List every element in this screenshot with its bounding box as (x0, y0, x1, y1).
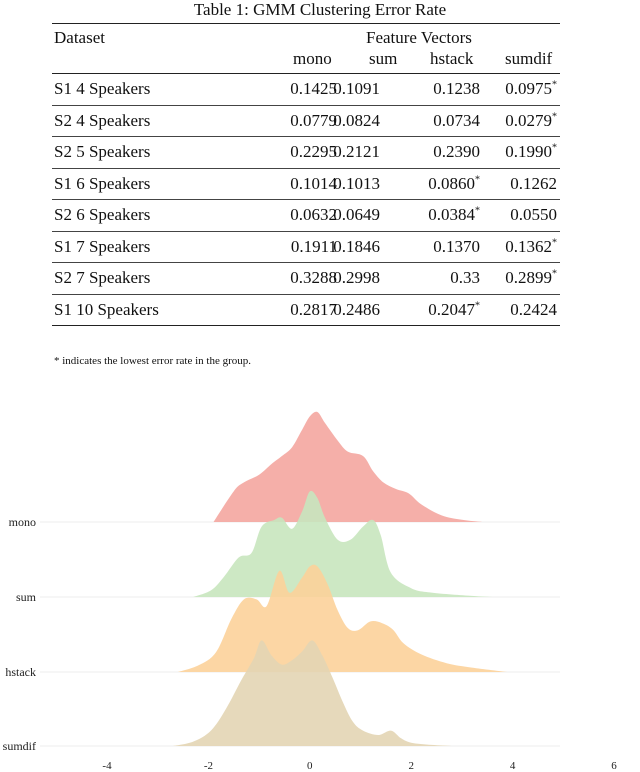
value-cell-sumdif: 0.2899* (505, 268, 557, 287)
table-row: S2 5 Speakers 0.2295 0.2121 0.2390 0.1990* (52, 136, 560, 167)
table-row: S1 10 Speakers 0.2817 0.2486 0.2047* 0.2424 (52, 294, 560, 325)
lowest-error-marker: * (475, 299, 480, 311)
lowest-error-marker: * (475, 205, 480, 217)
dataset-cell: S1 7 Speakers (54, 236, 151, 256)
table-header-rule (52, 73, 560, 74)
table-row: S2 7 Speakers 0.3288 0.2998 0.33 0.2899* (52, 262, 560, 293)
x-tick-label: 2 (408, 760, 414, 772)
table-row: S1 6 Speakers 0.1014 0.1013 0.0860* 0.1262 (52, 168, 560, 199)
row-divider (52, 104, 560, 106)
value-cell-mono: 0.1911 (290, 236, 337, 256)
dataset-header: Dataset (54, 28, 105, 47)
value-cell-mono: 0.1425 (290, 79, 337, 98)
lowest-error-marker: * (552, 110, 557, 122)
value-cell-mono: 0.3288 (290, 268, 337, 287)
x-tick-label: -4 (102, 760, 112, 772)
row-divider (52, 199, 560, 200)
value-cell-sumdif: 0.0550 (510, 205, 557, 224)
table-row: S1 4 Speakers 0.1425 0.1091 0.1238 0.0975* (52, 73, 560, 104)
x-tick-label: 6 (611, 760, 617, 772)
column-header-mono: mono (293, 49, 332, 68)
value-cell-mono: 0.0632 (290, 205, 337, 224)
series-label-sum: sum (16, 590, 37, 604)
density-ridge-sumdif (172, 640, 452, 746)
value-cell-hstack: 0.2047* (428, 299, 480, 319)
value-cell-sum: 0.0649 (333, 205, 380, 224)
table-row: S2 6 Speakers 0.0632 0.0649 0.0384* 0.0550 (52, 199, 560, 230)
dataset-cell: S2 4 Speakers (54, 110, 151, 130)
table-bottom-rule (52, 325, 560, 326)
dataset-cell: S1 4 Speakers (54, 79, 151, 98)
column-header-sum: sum (369, 49, 398, 68)
value-cell-sum: 0.0824 (333, 110, 380, 130)
value-cell-sumdif: 0.1262 (510, 173, 557, 193)
lowest-error-marker: * (552, 142, 557, 154)
value-cell-sum: 0.2486 (333, 299, 380, 319)
x-tick-label: 0 (307, 760, 313, 772)
density-ridge-sum (193, 490, 493, 597)
lowest-error-marker: * (552, 79, 557, 91)
column-header-hstack: hstack (430, 49, 474, 68)
feature-vectors-header: Feature Vectors (366, 28, 472, 47)
column-header-sumdif: sumdif (505, 49, 553, 68)
value-cell-sumdif: 0.1362* (505, 236, 557, 256)
lowest-error-marker: * (552, 236, 557, 248)
value-cell-sum: 0.1013 (333, 173, 380, 193)
value-cell-sum: 0.2998 (333, 268, 380, 287)
table-footnote: * indicates the lowest error rate in the… (54, 355, 252, 367)
value-cell-hstack: 0.2390 (433, 142, 480, 161)
dataset-cell: S2 6 Speakers (54, 205, 151, 224)
value-cell-sumdif: 0.0975* (505, 79, 557, 98)
series-label-hstack: hstack (5, 665, 36, 679)
row-divider (52, 136, 560, 137)
value-cell-sum: 0.1846 (333, 236, 380, 256)
lowest-error-marker: * (552, 268, 557, 280)
table-top-rule (52, 23, 560, 24)
value-cell-hstack: 0.1370 (433, 236, 480, 256)
lowest-error-marker: * (475, 173, 480, 185)
series-label-mono: mono (9, 515, 36, 529)
x-tick-label: -2 (204, 760, 213, 772)
row-divider (52, 262, 560, 263)
ridgeline-chart: mono sum hstack sumdif -4 -2 0 2 4 6 (3, 411, 617, 772)
value-cell-hstack: 0.0734 (433, 110, 480, 130)
row-divider (52, 230, 560, 232)
value-cell-sum: 0.2121 (333, 142, 380, 161)
row-divider (52, 167, 560, 169)
value-cell-sumdif: 0.1990* (505, 142, 557, 161)
table-row: S2 4 Speakers 0.0779 0.0824 0.0734 0.0279* (52, 105, 560, 136)
value-cell-mono: 0.2295 (290, 142, 337, 161)
dataset-cell: S2 5 Speakers (54, 142, 151, 161)
dataset-cell: S1 10 Speakers (54, 299, 159, 319)
dataset-cell: S1 6 Speakers (54, 173, 151, 193)
value-cell-mono: 0.1014 (290, 173, 337, 193)
value-cell-hstack: 0.0860* (428, 173, 480, 193)
series-label-sumdif: sumdif (3, 739, 36, 753)
value-cell-sumdif: 0.0279* (505, 110, 557, 130)
value-cell-sum: 0.1091 (333, 79, 380, 98)
value-cell-hstack: 0.0384* (428, 205, 480, 224)
value-cell-hstack: 0.1238 (433, 79, 480, 98)
table-row: S1 7 Speakers 0.1911 0.1846 0.1370 0.1362* (52, 231, 560, 262)
row-divider (52, 293, 560, 295)
table-caption: Table 1: GMM Clustering Error Rate (193, 0, 447, 19)
value-cell-mono: 0.0779 (290, 110, 337, 130)
value-cell-mono: 0.2817 (290, 299, 337, 319)
x-tick-label: 4 (510, 760, 516, 772)
value-cell-sumdif: 0.2424 (510, 299, 557, 319)
value-cell-hstack: 0.33 (450, 268, 480, 287)
density-ridge-mono (213, 411, 483, 522)
dataset-cell: S2 7 Speakers (54, 268, 151, 287)
